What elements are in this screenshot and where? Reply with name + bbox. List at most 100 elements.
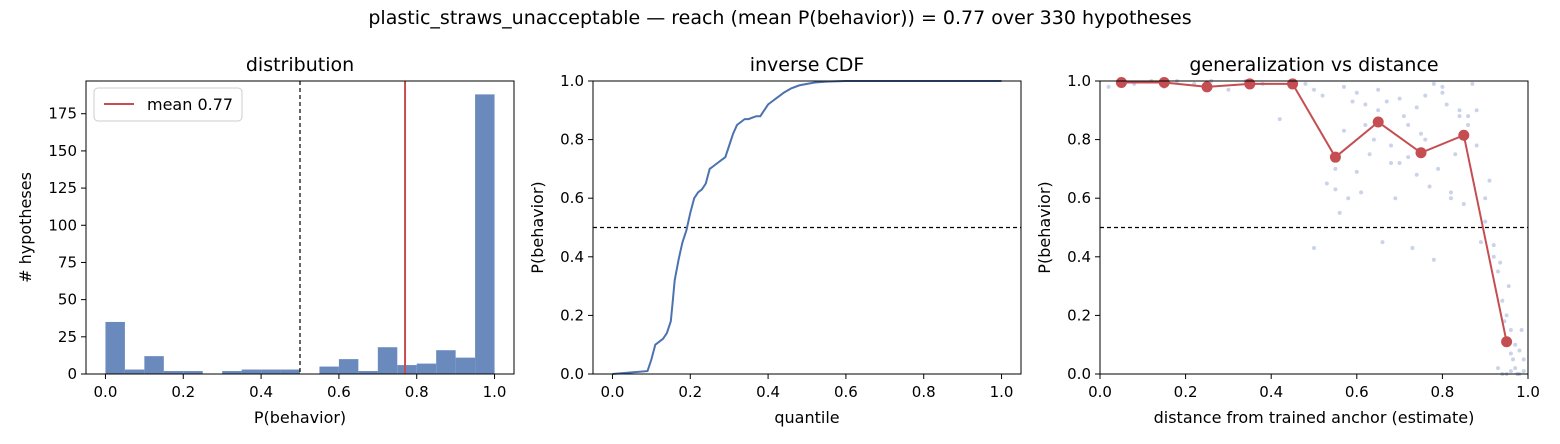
hypothesis-point [1444, 102, 1449, 107]
binned-mean-point [1458, 129, 1470, 141]
y-tick-label: 0.8 [1067, 131, 1091, 149]
histogram-bar [144, 356, 164, 374]
y-tick-label: 0.2 [560, 306, 584, 324]
hypothesis-point [1384, 99, 1389, 104]
histogram-bar [377, 347, 398, 374]
hypothesis-point [1500, 298, 1505, 303]
y-tick-label: 1.0 [560, 72, 584, 90]
histogram-bar [183, 371, 203, 374]
x-tick-label: 0.2 [678, 383, 702, 401]
y-tick-label: 0.0 [1067, 365, 1091, 383]
y-tick-label: 0.2 [1067, 306, 1091, 324]
x-axis-label: P(behavior) [254, 408, 346, 427]
hypothesis-point [1354, 90, 1359, 95]
x-tick-label: 0.0 [1088, 383, 1112, 401]
y-tick-label: 25 [58, 328, 77, 346]
hypothesis-point [1461, 202, 1466, 207]
hypothesis-point [1431, 257, 1436, 262]
y-tick-label: 75 [58, 253, 77, 271]
hypothesis-point [1337, 210, 1342, 215]
y-tick-label: 50 [58, 291, 77, 309]
distribution-panel: distribution 0.0 0.2 0.4 0.6 0.8 1.0 0 25 50 75 100… [16, 54, 515, 427]
hypothesis-point [1470, 81, 1475, 86]
hypothesis-point [1457, 108, 1462, 113]
hypothesis-point [1506, 284, 1511, 289]
hypothesis-point [1277, 117, 1282, 122]
binned-mean-point [1115, 76, 1127, 88]
x-tick-label: 0.6 [1345, 383, 1369, 401]
hypothesis-point [1341, 84, 1346, 89]
panel-title: inverse CDF [750, 54, 865, 76]
histogram-bar [455, 357, 476, 374]
y-tick-label: 175 [48, 105, 77, 123]
hypothesis-point [1406, 122, 1411, 127]
hypothesis-point [1393, 196, 1398, 201]
binned-mean-point [1244, 78, 1256, 90]
hypothesis-point [1389, 143, 1394, 148]
histogram-bar [105, 321, 125, 374]
hypothesis-point [1226, 87, 1231, 92]
hypothesis-point [1367, 152, 1372, 157]
hypothesis-point [1496, 269, 1501, 274]
legend: mean 0.77 [93, 87, 243, 122]
hypothesis-point [1431, 81, 1436, 86]
hypothesis-point [1312, 87, 1316, 92]
hypothesis-point [1474, 143, 1479, 148]
hypothesis-point [1491, 243, 1496, 248]
binned-mean-point [1329, 151, 1341, 163]
hypothesis-point [1457, 114, 1462, 119]
hypothesis-point [1312, 246, 1316, 251]
hypothesis-point [1350, 99, 1355, 104]
hypothesis-point [1504, 313, 1509, 318]
hypothesis-point [1414, 172, 1419, 177]
hypothesis-point [1376, 87, 1381, 92]
x-tick-label: 0.4 [249, 383, 273, 401]
binned-mean-point [1415, 147, 1427, 159]
x-tick-label: 0.0 [94, 383, 118, 401]
y-tick-label: 0.6 [560, 189, 584, 207]
y-tick-label: 0.0 [560, 365, 584, 383]
hypothesis-point [1410, 246, 1415, 251]
hypothesis-point [1303, 81, 1308, 86]
histogram-bar [261, 369, 281, 374]
y-tick-label: 0.6 [1067, 189, 1091, 207]
x-tick-label: 0.4 [756, 383, 780, 401]
hypothesis-point [1508, 328, 1513, 333]
hypothesis-point [1496, 366, 1501, 371]
plot-frame [85, 80, 515, 375]
hypothesis-point [1440, 90, 1445, 95]
hypothesis-point [1423, 137, 1428, 142]
histogram-bar [319, 366, 339, 374]
x-axis-label: quantile [774, 408, 839, 427]
hypothesis-point [1508, 351, 1513, 356]
hypothesis-point [1487, 178, 1492, 183]
histogram-bar [280, 369, 300, 374]
hypothesis-point [1363, 102, 1368, 107]
hypothesis-point [1453, 152, 1458, 157]
x-tick-label: 0.2 [1174, 383, 1198, 401]
histogram-bar [241, 369, 262, 374]
hypothesis-point [1511, 357, 1516, 362]
x-tick-label: 1.0 [483, 383, 507, 401]
hypothesis-point [1359, 190, 1364, 195]
hypothesis-point [1521, 357, 1526, 362]
histogram-bar [436, 350, 456, 374]
plot-frame [592, 80, 1022, 375]
hypothesis-point [1508, 369, 1513, 374]
hypothesis-point [1333, 166, 1338, 171]
hypothesis-point [1519, 328, 1524, 333]
hypothesis-point [1371, 137, 1376, 142]
binned-mean-point [1158, 76, 1170, 88]
hypothesis-point [1517, 348, 1522, 353]
figure-suptitle: plastic_straws_unacceptable — reach (mea… [368, 7, 1191, 29]
legend-label: mean 0.77 [147, 95, 233, 114]
x-axis-label: distance from trained anchor (estimate) [1154, 408, 1475, 427]
x-tick-label: 0.8 [912, 383, 936, 401]
hypothesis-point [1419, 131, 1423, 136]
histogram-bar [124, 369, 145, 374]
hypothesis-point [1436, 166, 1441, 171]
legend-box [93, 87, 243, 122]
y-axis-label: P(behavior) [1035, 181, 1054, 273]
panel-title: generalization vs distance [1189, 54, 1438, 76]
histogram-bar [397, 365, 417, 374]
